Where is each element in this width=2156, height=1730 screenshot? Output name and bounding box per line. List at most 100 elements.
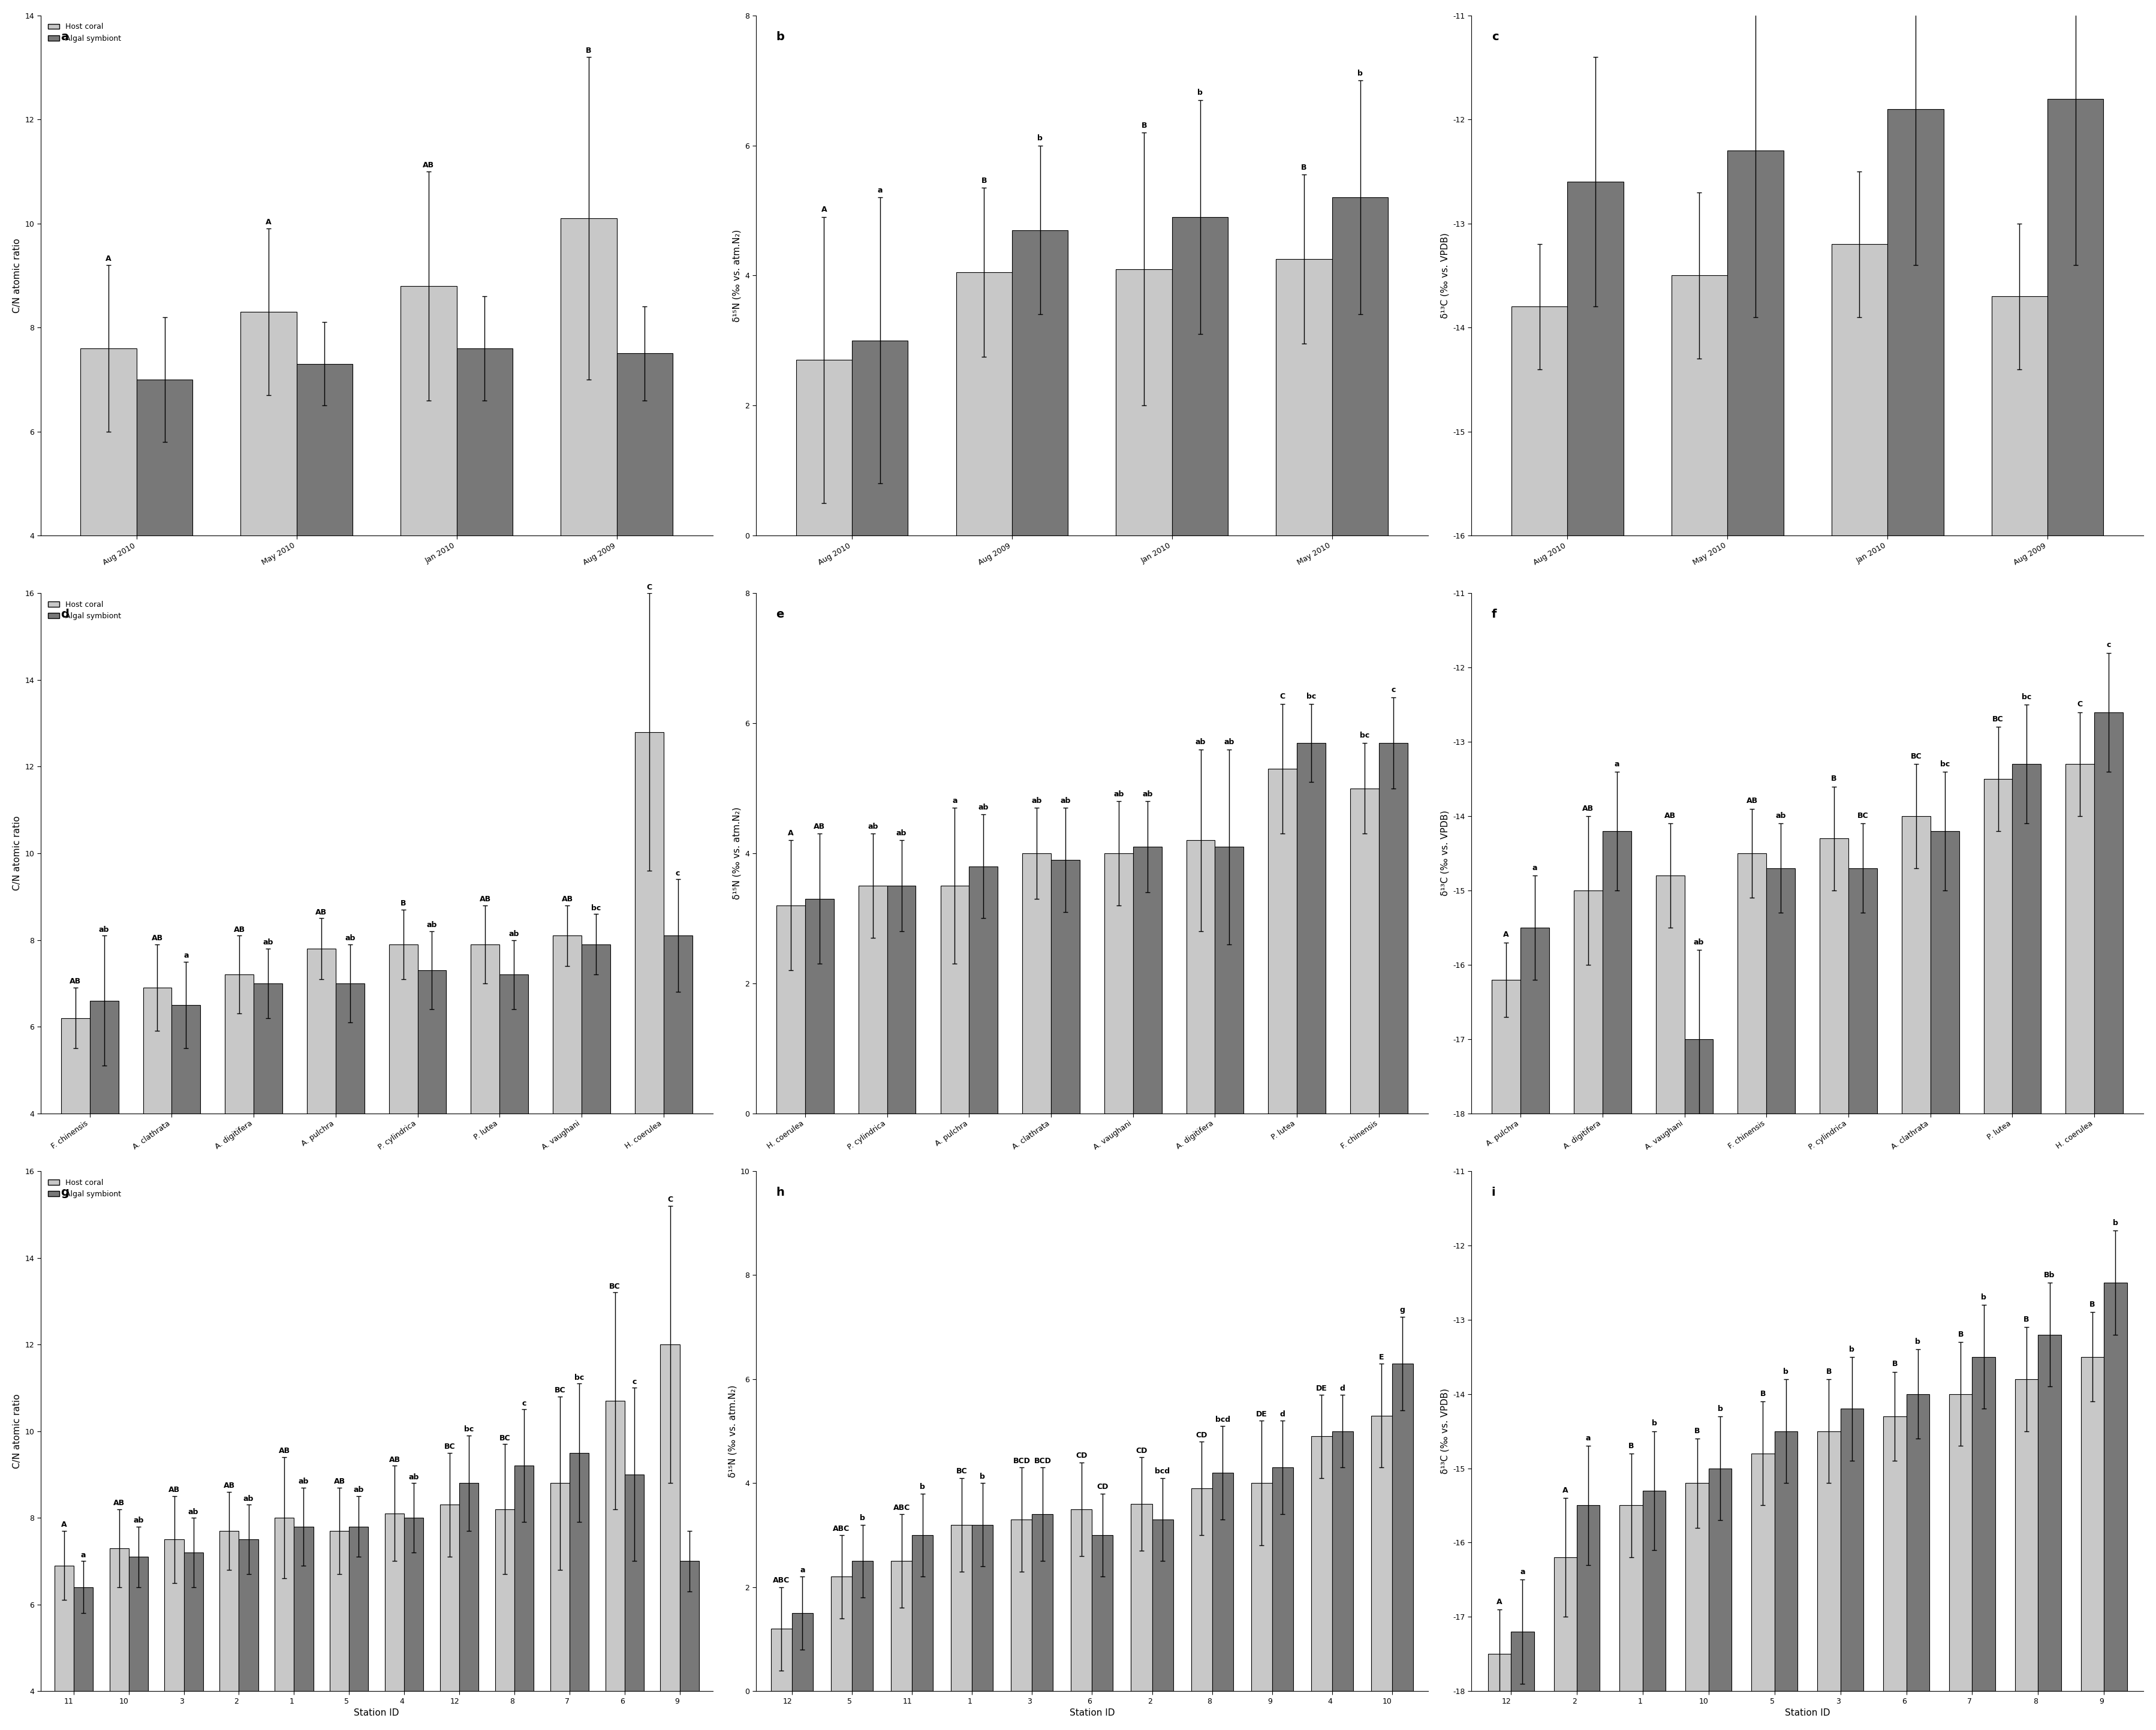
Text: AB: AB bbox=[1583, 804, 1593, 813]
Bar bbox=[550, 1483, 569, 1730]
Bar bbox=[1554, 1557, 1576, 1692]
Text: g: g bbox=[60, 1187, 69, 1199]
Bar bbox=[1830, 244, 1886, 536]
Text: BCD: BCD bbox=[1013, 1457, 1031, 1465]
Bar bbox=[569, 1453, 589, 1730]
Text: B: B bbox=[1759, 1389, 1766, 1398]
Y-axis label: δ¹³C (‰ vs. VPDB): δ¹³C (‰ vs. VPDB) bbox=[1440, 1387, 1449, 1474]
Text: B: B bbox=[981, 176, 987, 185]
Bar bbox=[791, 1612, 813, 1692]
Bar bbox=[459, 1483, 479, 1730]
X-axis label: Station ID: Station ID bbox=[1069, 1709, 1115, 1718]
Bar bbox=[2065, 765, 2093, 1114]
Text: DE: DE bbox=[1315, 1384, 1328, 1393]
Text: CD: CD bbox=[1097, 1483, 1108, 1491]
Text: ab: ab bbox=[1777, 811, 1785, 820]
Text: bc: bc bbox=[464, 1426, 474, 1434]
Text: h: h bbox=[776, 1187, 785, 1199]
Bar bbox=[1072, 1509, 1093, 1692]
Bar bbox=[1332, 197, 1388, 536]
Bar bbox=[2037, 1334, 2061, 1692]
Bar bbox=[940, 886, 968, 1114]
Bar bbox=[306, 948, 336, 1287]
Text: ab: ab bbox=[867, 823, 877, 830]
Bar bbox=[2012, 765, 2042, 1114]
Text: a: a bbox=[1520, 1567, 1524, 1576]
Text: ab: ab bbox=[263, 939, 274, 946]
Text: c: c bbox=[1391, 687, 1395, 694]
Bar bbox=[73, 1586, 93, 1730]
Bar bbox=[772, 1628, 791, 1692]
Text: DE: DE bbox=[1257, 1410, 1268, 1419]
Bar bbox=[172, 1005, 201, 1287]
Text: ab: ab bbox=[509, 931, 520, 938]
Text: a: a bbox=[80, 1552, 86, 1559]
Bar bbox=[496, 1509, 515, 1730]
Text: B: B bbox=[1302, 164, 1307, 171]
Bar bbox=[1820, 839, 1848, 1114]
Bar bbox=[796, 360, 852, 536]
Bar bbox=[561, 218, 617, 744]
Text: b: b bbox=[2113, 1220, 2117, 1227]
Bar bbox=[1656, 875, 1684, 1114]
Text: a: a bbox=[183, 952, 188, 960]
Text: AB: AB bbox=[114, 1500, 125, 1507]
Text: bc: bc bbox=[591, 905, 602, 912]
Text: BC: BC bbox=[444, 1443, 455, 1451]
Text: b: b bbox=[979, 1472, 985, 1481]
Text: b: b bbox=[1850, 1346, 1854, 1353]
Bar bbox=[1212, 1472, 1233, 1692]
Text: ABC: ABC bbox=[774, 1576, 789, 1585]
Bar bbox=[1973, 1356, 1994, 1692]
Bar bbox=[418, 971, 446, 1287]
Bar bbox=[955, 272, 1011, 536]
Bar bbox=[224, 974, 254, 1287]
Y-axis label: δ¹³C (‰ vs. VPDB): δ¹³C (‰ vs. VPDB) bbox=[1440, 810, 1449, 896]
Bar bbox=[54, 1566, 73, 1730]
Bar bbox=[1818, 1431, 1841, 1692]
Legend: Host coral, Algal symbiont: Host coral, Algal symbiont bbox=[45, 19, 125, 47]
Bar bbox=[886, 886, 916, 1114]
Text: ab: ab bbox=[298, 1477, 308, 1486]
Bar bbox=[164, 1540, 183, 1730]
Text: i: i bbox=[1492, 1187, 1496, 1199]
Bar bbox=[660, 1344, 679, 1730]
Text: B: B bbox=[586, 47, 591, 54]
Bar bbox=[1104, 853, 1134, 1114]
Bar bbox=[852, 341, 908, 536]
Bar bbox=[1738, 853, 1766, 1114]
Text: C: C bbox=[1281, 692, 1285, 701]
Bar bbox=[2048, 99, 2104, 536]
Text: ab: ab bbox=[1061, 798, 1072, 804]
Bar bbox=[1686, 1483, 1708, 1692]
Text: b: b bbox=[860, 1514, 865, 1522]
Text: bc: bc bbox=[1307, 692, 1315, 701]
Text: ABC: ABC bbox=[832, 1524, 849, 1533]
Text: AB: AB bbox=[233, 926, 246, 934]
Y-axis label: δ¹⁵N (‰ vs. atm.N₂): δ¹⁵N (‰ vs. atm.N₂) bbox=[733, 806, 742, 900]
Bar bbox=[1011, 1519, 1033, 1692]
Text: c: c bbox=[2106, 642, 2111, 649]
Text: A: A bbox=[787, 829, 793, 837]
Bar bbox=[330, 1531, 349, 1730]
Text: ab: ab bbox=[134, 1517, 144, 1524]
Text: Bb: Bb bbox=[2044, 1272, 2055, 1278]
Bar bbox=[1190, 1488, 1212, 1692]
Bar bbox=[664, 936, 692, 1287]
Text: ab: ab bbox=[410, 1474, 418, 1481]
Bar bbox=[1902, 817, 1930, 1114]
Bar bbox=[912, 1535, 934, 1692]
Bar bbox=[2081, 1356, 2104, 1692]
Text: ab: ab bbox=[1112, 791, 1123, 798]
Text: e: e bbox=[776, 609, 785, 621]
Text: CD: CD bbox=[1136, 1446, 1147, 1455]
Bar bbox=[951, 1524, 972, 1692]
Bar bbox=[1298, 742, 1326, 1114]
Text: C: C bbox=[666, 1195, 673, 1204]
Text: A: A bbox=[1563, 1486, 1567, 1495]
Bar bbox=[1033, 1514, 1052, 1692]
Bar bbox=[1250, 1483, 1272, 1692]
Text: d: d bbox=[60, 609, 69, 621]
Bar bbox=[2093, 713, 2124, 1114]
Text: ab: ab bbox=[427, 922, 438, 929]
